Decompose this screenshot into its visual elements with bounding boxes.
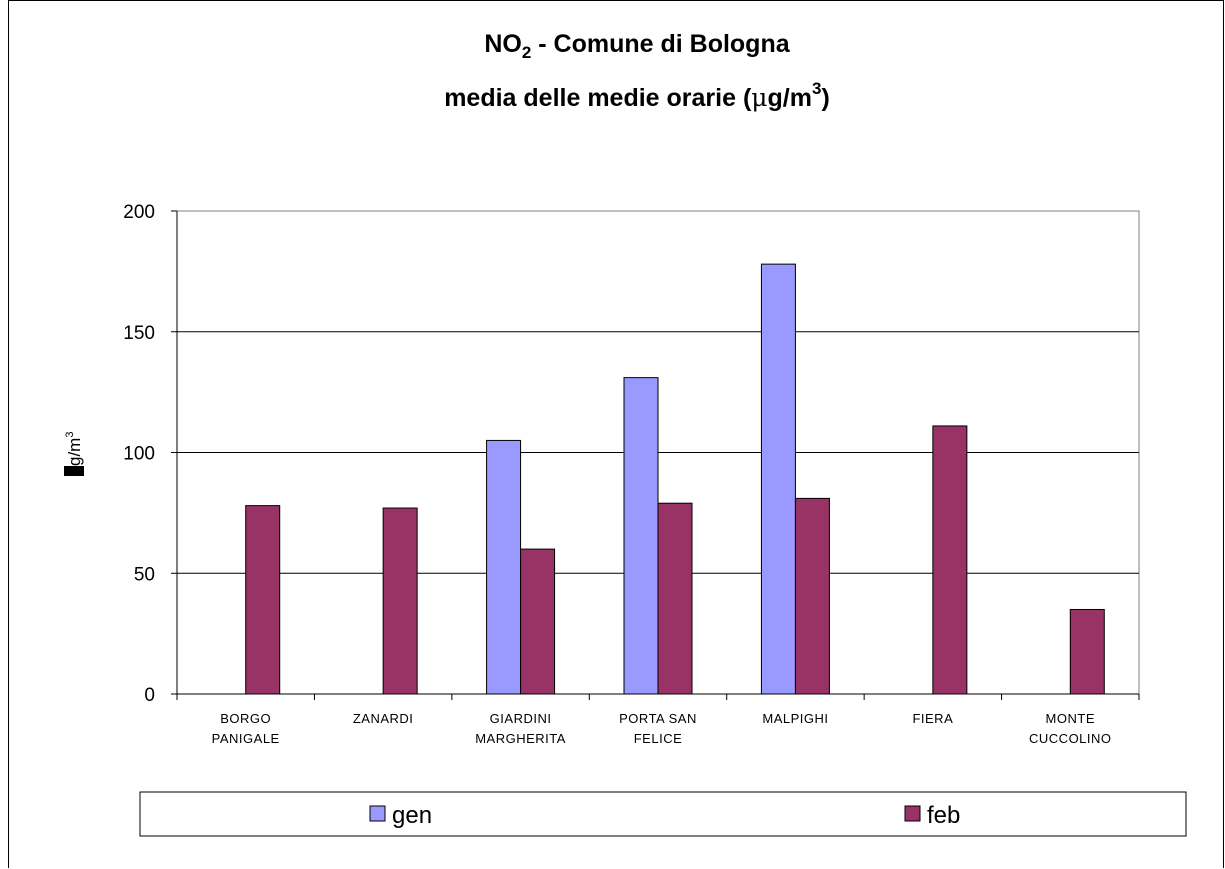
svg-text:g/m3: g/m3 — [64, 432, 84, 466]
y-tick-label: 50 — [134, 564, 155, 585]
y-tick-label: 100 — [123, 444, 155, 465]
mu-placeholder-glyph — [64, 466, 84, 476]
category-label: MONTE — [1046, 711, 1095, 726]
chart-title: NO2 - Comune di Bologna — [484, 30, 790, 62]
bar-feb — [658, 503, 692, 694]
category-label: BORGO — [220, 711, 271, 726]
chart-subtitle: media delle medie orarie (μg/m3) — [444, 79, 830, 112]
bar-gen — [624, 378, 658, 694]
bar-gen — [761, 264, 795, 694]
category-labels: BORGO PANIGALE ZANARDI GIARDINI MARGHERITA PO… — [212, 711, 1112, 746]
category-label: ZANARDI — [353, 711, 414, 726]
y-tick-label: 200 — [123, 202, 155, 223]
y-tick-label: 0 — [144, 685, 155, 706]
x-ticks — [177, 694, 1139, 700]
category-label: PORTA SAN — [619, 711, 697, 726]
bar-feb — [1070, 609, 1104, 694]
category-label: FIERA — [912, 711, 953, 726]
bar-gen — [487, 440, 521, 694]
bar-feb — [383, 508, 417, 694]
category-label: MALPIGHI — [762, 711, 828, 726]
category-label: CUCCOLINO — [1029, 731, 1112, 746]
category-label: MARGHERITA — [475, 731, 566, 746]
category-label: GIARDINI — [490, 711, 552, 726]
bar-feb — [246, 506, 280, 694]
legend-box — [140, 792, 1186, 836]
category-label: PANIGALE — [212, 731, 280, 746]
bar-feb — [933, 426, 967, 694]
bar-feb — [521, 549, 555, 694]
legend-label-gen: gen — [392, 802, 432, 829]
y-tick-label: 150 — [123, 323, 155, 344]
legend-swatch-feb — [905, 806, 920, 821]
legend-swatch-gen — [370, 806, 385, 821]
legend-label-feb: feb — [927, 802, 960, 829]
y-ticks: 0 50 100 150 200 — [123, 202, 177, 706]
bar-feb — [795, 498, 829, 694]
y-axis-label: g/m3 — [64, 432, 84, 476]
category-label: FELICE — [634, 731, 683, 746]
